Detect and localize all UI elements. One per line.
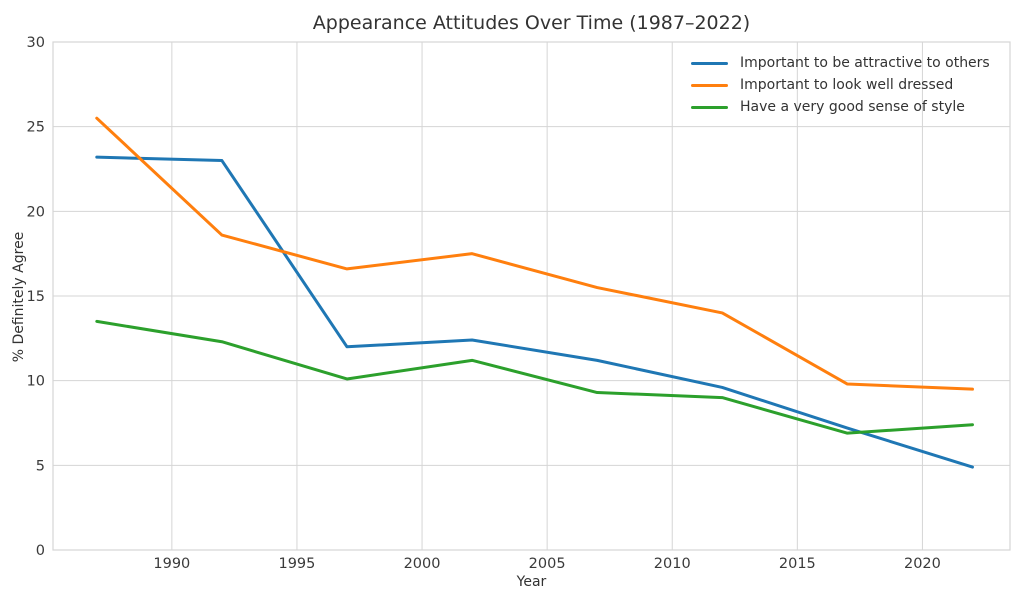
y-tick-label: 25 — [27, 120, 45, 136]
legend: Important to be attractive to others Imp… — [691, 52, 990, 118]
series-line-1 — [95, 116, 974, 391]
y-tick-label: 20 — [27, 204, 45, 220]
legend-line-swatch-blue — [691, 61, 728, 65]
x-tick-label: 2005 — [529, 556, 566, 572]
chart-title: Appearance Attitudes Over Time (1987–202… — [312, 12, 751, 34]
x-tick-label: 1990 — [153, 556, 190, 572]
plot-frame — [52, 41, 1011, 551]
x-tick-label: 1995 — [278, 556, 315, 572]
y-tick-label: 5 — [36, 458, 45, 474]
x-tick-label: 2015 — [779, 556, 816, 572]
y-tick-label: 0 — [36, 543, 45, 559]
y-tick-label: 10 — [27, 374, 45, 390]
y-tick-label: 30 — [27, 35, 45, 51]
x-tick-label: 2020 — [904, 556, 941, 572]
legend-item: Important to look well dressed — [691, 74, 990, 96]
legend-item: Important to be attractive to others — [691, 52, 990, 74]
series-line-0 — [95, 155, 974, 469]
legend-label: Have a very good sense of style — [740, 99, 965, 115]
y-tick-label: 15 — [27, 289, 45, 305]
legend-line-swatch-green — [691, 105, 728, 109]
legend-line-swatch-orange — [691, 83, 728, 87]
x-tick-label: 2010 — [654, 556, 691, 572]
legend-label: Important to be attractive to others — [740, 55, 990, 71]
legend-item: Have a very good sense of style — [691, 96, 990, 118]
x-axis-label: Year — [516, 574, 547, 590]
y-axis-label: % Definitely Agree — [11, 231, 27, 363]
series-line-2 — [95, 319, 974, 435]
x-tick-label: 2000 — [404, 556, 441, 572]
legend-label: Important to look well dressed — [740, 77, 954, 93]
